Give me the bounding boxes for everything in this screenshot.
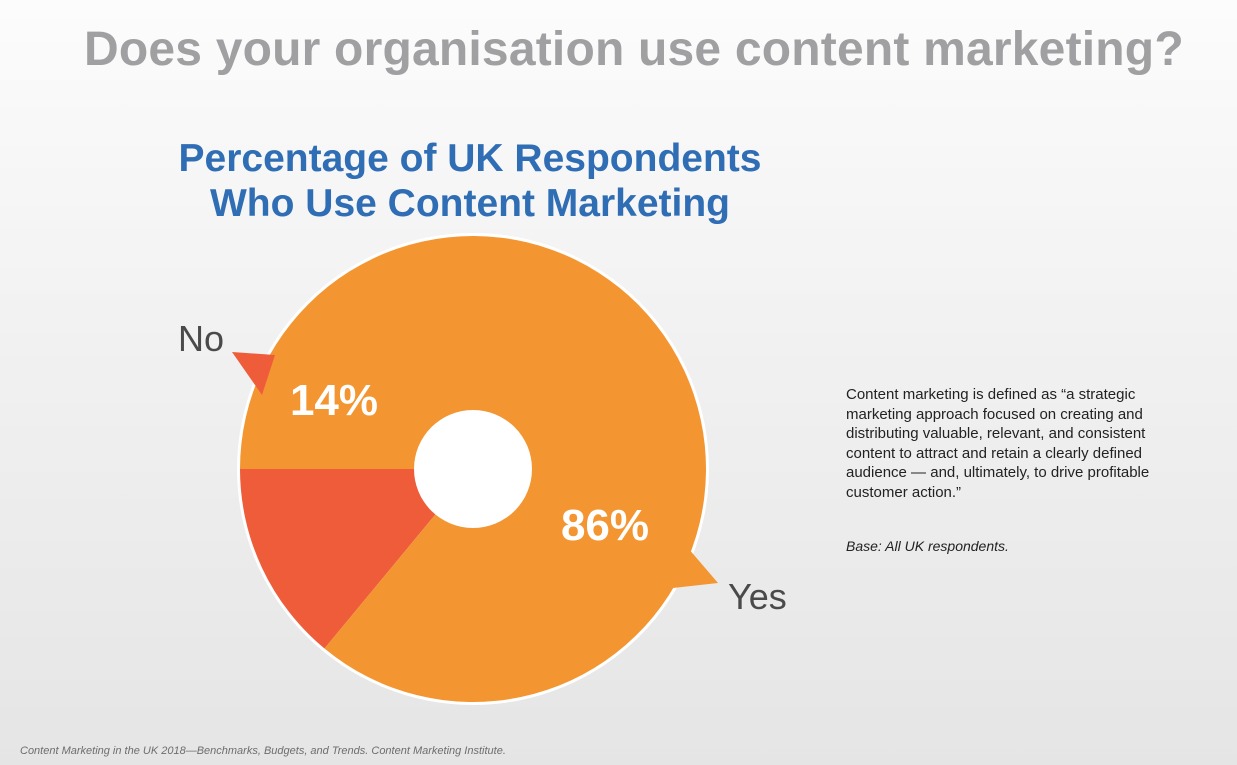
definition-text: Content marketing is defined as “a strat… (846, 386, 1150, 501)
no-category-label: No (178, 318, 224, 359)
pie-slice-no (240, 469, 473, 649)
chart-title: Percentage of UK Respondents Who Use Con… (150, 136, 790, 226)
pie-center-hole (414, 410, 532, 528)
chart-title-line-2: Who Use Content Marketing (209, 182, 730, 225)
base-note: Base: All UK respondents. (846, 538, 1009, 554)
source-citation: Content Marketing in the UK 2018—Benchma… (20, 745, 506, 757)
no-callout-pointer (232, 352, 275, 395)
page-title: Does your organisation use content marke… (84, 23, 1184, 76)
chart-title-line-1: Percentage of UK Respondents (178, 137, 762, 180)
yes-callout-pointer (655, 548, 718, 590)
no-value-label: 14% (290, 376, 378, 425)
yes-category-label: Yes (728, 576, 787, 617)
yes-value-label: 86% (561, 501, 649, 550)
